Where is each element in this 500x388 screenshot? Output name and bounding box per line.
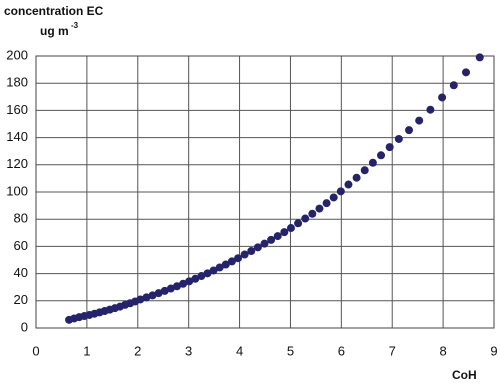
point [426,105,435,114]
y-tick-label: 200 [6,47,28,62]
y-tick-label: 120 [6,156,28,171]
point [322,199,331,208]
point [179,279,188,288]
point [136,295,145,304]
y-tick-label: 140 [6,129,28,144]
point [360,166,369,175]
point [142,293,151,302]
y-tick-label: 180 [6,75,28,90]
y-axis-label: concentration EC [4,4,104,18]
y-tick-label: 100 [6,183,28,198]
y-tick-label: 20 [14,292,28,307]
point [294,219,303,228]
x-tick-label: 4 [236,343,243,358]
point [301,214,310,223]
y-tick-label: 60 [14,238,28,253]
point [253,243,262,252]
point [315,204,324,213]
point [197,272,206,281]
point [172,282,181,291]
x-axis-label: CoH [452,368,477,382]
x-tick-label: 6 [338,343,345,358]
point [234,254,243,263]
point [280,228,289,237]
x-tick-label: 2 [134,343,141,358]
y-tick-label: 160 [6,102,28,117]
x-tick-label: 1 [83,343,90,358]
point [203,269,212,278]
y-tick-label: 80 [14,211,28,226]
point [385,143,394,152]
x-tick-label: 9 [490,343,497,358]
point [260,239,269,248]
y-axis-unit-exponent: -3 [71,21,79,30]
point [405,126,414,135]
x-tick-label: 5 [287,343,294,358]
point [191,274,200,283]
point [438,93,447,102]
point [240,250,249,259]
point [308,209,317,218]
point [154,289,163,298]
plot-frame [35,55,495,329]
y-tick-label: 0 [21,319,28,334]
x-tick-label: 7 [389,343,396,358]
point [247,247,256,256]
point [267,235,276,244]
point [215,263,224,272]
point [377,151,386,160]
point [227,257,236,266]
y-axis-unit: ug m [40,24,69,38]
point [449,81,458,90]
point [462,68,471,77]
point [166,284,175,293]
y-tick-label: 40 [14,265,28,280]
point [209,266,218,275]
point [352,173,361,182]
point [286,224,295,233]
point [160,286,169,295]
point [475,53,484,62]
point [329,193,338,202]
x-tick-label: 8 [439,343,446,358]
point [221,260,230,269]
point [336,187,345,196]
x-tick-label: 3 [185,343,192,358]
point [273,232,282,241]
point [185,277,194,286]
point [394,134,403,143]
x-tick-label: 0 [32,343,39,358]
point [148,291,157,300]
point [344,180,353,189]
point [368,158,377,167]
point [415,116,424,125]
